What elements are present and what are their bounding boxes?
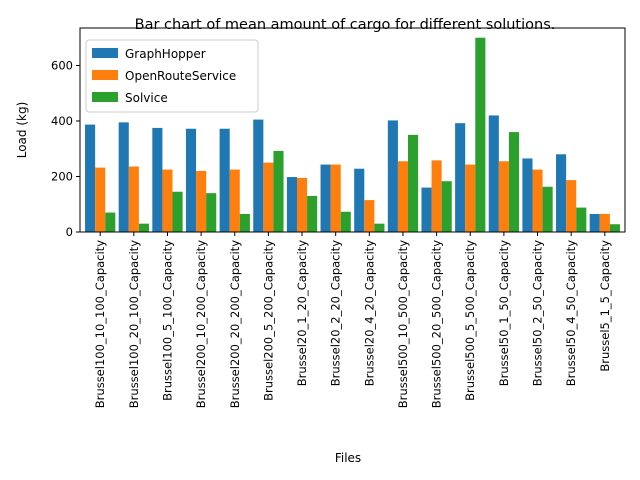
- bars-group: [85, 37, 620, 232]
- x-tick-label: Brussel20_2_20_Capacity: [329, 240, 343, 386]
- bar-graphhopper-7: [320, 164, 331, 232]
- legend: GraphHopper OpenRouteService Solvice: [85, 39, 259, 113]
- plot-frame: [79, 27, 626, 233]
- bar-solvice-8: [374, 223, 385, 232]
- bar-solvice-3: [206, 193, 217, 232]
- bar-solvice-14: [576, 207, 587, 232]
- bar-openrouteservice-14: [566, 180, 577, 232]
- bar-openrouteservice-11: [465, 164, 476, 232]
- bar-graphhopper-6: [286, 177, 297, 232]
- bar-graphhopper-2: [152, 127, 163, 232]
- bar-graphhopper-5: [253, 119, 264, 232]
- bar-graphhopper-13: [522, 158, 533, 232]
- bar-openrouteservice-4: [229, 169, 240, 232]
- x-tick-label: Brussel20_1_20_Capacity: [295, 240, 309, 386]
- bar-openrouteservice-10: [431, 160, 442, 232]
- bar-solvice-12: [508, 132, 520, 232]
- legend-swatch-graphhopper: [92, 48, 118, 58]
- y-tick-label: 600: [51, 58, 73, 72]
- y-tick-label: 200: [51, 169, 73, 183]
- x-tick-label: Brussel200_20_200_Capacity: [228, 240, 242, 408]
- bar-openrouteservice-8: [364, 200, 375, 232]
- legend-swatch-openrouteservice: [92, 70, 118, 80]
- legend-box: [85, 39, 259, 113]
- x-axis-label: Files: [335, 451, 361, 465]
- bar-solvice-2: [172, 191, 183, 232]
- bar-openrouteservice-5: [263, 162, 274, 232]
- x-tick-label: Brussel200_5_200_Capacity: [261, 240, 275, 401]
- bar-solvice-0: [105, 212, 116, 232]
- bar-openrouteservice-9: [397, 161, 409, 232]
- x-tick-label: Brussel500_5_500_Capacity: [463, 240, 477, 401]
- bar-openrouteservice-7: [330, 164, 341, 232]
- x-tick-label: Brussel100_20_100_Capacity: [127, 240, 141, 408]
- bar-graphhopper-15: [589, 213, 600, 232]
- y-axis: 0 200 400 600: [51, 58, 80, 239]
- bar-openrouteservice-6: [296, 177, 308, 232]
- bar-graphhopper-12: [488, 115, 499, 232]
- bar-openrouteservice-13: [532, 169, 543, 232]
- bar-solvice-1: [138, 223, 149, 232]
- bar-solvice-4: [239, 213, 250, 232]
- bar-openrouteservice-1: [128, 166, 139, 232]
- legend-swatch-solvice: [92, 92, 118, 102]
- bar-graphhopper-14: [556, 154, 567, 232]
- x-tick-label: Brussel100_10_100_Capacity: [93, 240, 107, 408]
- bar-solvice-9: [408, 134, 419, 232]
- x-tick-label: Brussel200_10_200_Capacity: [194, 240, 208, 408]
- bar-openrouteservice-12: [498, 161, 509, 232]
- bar-openrouteservice-3: [196, 170, 207, 232]
- chart-title: Bar chart of mean amount of cargo for di…: [135, 17, 556, 33]
- bar-solvice-6: [307, 195, 318, 232]
- bar-openrouteservice-15: [599, 213, 610, 232]
- bar-solvice-5: [273, 150, 284, 232]
- legend-label-graphhopper: GraphHopper: [125, 47, 206, 61]
- x-axis: Brussel100_10_100_Capacity Brussel100_20_…: [93, 232, 612, 408]
- y-tick-label: 0: [66, 225, 73, 239]
- bar-solvice-13: [542, 186, 553, 232]
- bar-solvice-15: [609, 224, 620, 232]
- bar-solvice-7: [340, 211, 351, 232]
- bar-graphhopper-4: [219, 128, 230, 232]
- bar-solvice-10: [441, 181, 452, 232]
- bar-openrouteservice-2: [162, 169, 173, 232]
- y-tick-label: 400: [51, 114, 73, 128]
- bar-graphhopper-10: [421, 187, 432, 232]
- x-tick-label: Brussel500_10_500_Capacity: [396, 240, 410, 408]
- x-tick-label: Brussel5_1_5_Capacity: [598, 240, 612, 372]
- x-tick-label: Brussel50_2_50_Capacity: [531, 240, 545, 386]
- bar-graphhopper-8: [354, 168, 365, 232]
- legend-label-solvice: Solvice: [125, 91, 168, 105]
- bar-graphhopper-3: [185, 128, 197, 232]
- bar-openrouteservice-0: [95, 167, 106, 232]
- x-tick-label: Brussel50_4_50_Capacity: [564, 240, 578, 386]
- x-tick-label: Brussel20_4_20_Capacity: [362, 240, 376, 386]
- bar-graphhopper-1: [118, 122, 129, 232]
- legend-label-openrouteservice: OpenRouteService: [125, 69, 236, 83]
- bar-solvice-11: [475, 37, 486, 232]
- bar-graphhopper-0: [85, 124, 96, 232]
- x-tick-label: Brussel500_20_500_Capacity: [430, 240, 444, 408]
- x-tick-label: Brussel100_5_100_Capacity: [160, 240, 174, 401]
- bar-graphhopper-9: [387, 120, 398, 232]
- y-axis-label: Load (kg): [15, 102, 29, 159]
- bar-graphhopper-11: [455, 123, 466, 232]
- x-tick-label: Brussel50_1_50_Capacity: [497, 240, 511, 386]
